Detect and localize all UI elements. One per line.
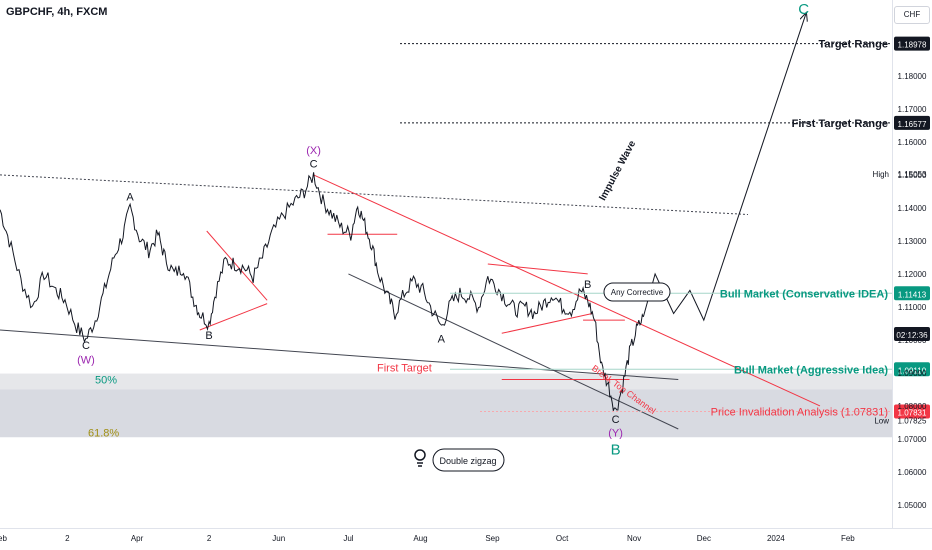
lightbulb-icon xyxy=(414,449,426,461)
price-badge-text-3: 1.11413 xyxy=(898,290,927,299)
y-tick-11: 1.16000 xyxy=(898,138,927,147)
formation-line-0 xyxy=(199,303,268,331)
fib-zone-50 xyxy=(0,373,892,390)
high-value: 1.15053 xyxy=(898,170,927,179)
projection-path xyxy=(642,13,806,322)
trendline-lower-channel xyxy=(0,329,679,380)
wave-label-11: C xyxy=(798,1,809,18)
level-label-3: Bull Market (Conservative IDEA) xyxy=(720,288,888,300)
high-label: High xyxy=(873,170,889,179)
price-badge-5 xyxy=(894,404,930,419)
wave-label-7: B xyxy=(584,279,591,291)
trendline-red-resistance xyxy=(313,174,821,407)
fib-label-618: 61.8% xyxy=(88,427,119,439)
x-tick-2: Apr xyxy=(131,534,144,543)
y-tick-1: 1.06000 xyxy=(898,468,927,477)
currency-button[interactable]: CHF xyxy=(894,6,930,24)
wave-label-3: B xyxy=(205,330,212,342)
price-badge-3 xyxy=(894,286,930,301)
wave-label-9: (Y) xyxy=(608,427,623,439)
x-tick-9: Nov xyxy=(627,534,641,543)
formation-line-4 xyxy=(501,313,593,334)
y-tick-6: 1.11000 xyxy=(898,303,927,312)
y-tick-0: 1.05000 xyxy=(898,501,927,510)
level-label-1: First Target Range xyxy=(792,118,888,130)
y-tick-4: 1.09000 xyxy=(898,369,927,378)
x-tick-8: Oct xyxy=(556,534,569,543)
price-badge-0 xyxy=(894,36,930,51)
double-zigzag-box xyxy=(432,448,505,472)
level-label-5: Price Invalidation Analysis (1.07831) xyxy=(711,406,888,418)
price-levels: Target Range First Target Range High Bull M… xyxy=(400,39,892,426)
y-tick-5: 1.10000 xyxy=(898,336,927,345)
price-badge-text-4: 1.09110 xyxy=(898,366,927,375)
wave-label-1: (W) xyxy=(77,355,95,367)
any-corrective-box xyxy=(603,282,671,302)
y-tick-13: 1.18000 xyxy=(898,72,927,81)
price-axis: 1.18978 1.16577 1.15053 1.11413 1.09110 1.078… xyxy=(894,36,930,510)
level-label-4: Bull Market (Aggressive Idea) xyxy=(734,364,888,376)
wave-label-6: A xyxy=(438,333,446,345)
x-tick-5: Jul xyxy=(343,534,353,543)
price-line xyxy=(0,172,644,413)
trendline-upper-channel xyxy=(0,174,749,215)
formation-line-1 xyxy=(206,230,268,301)
low-value: 1.07825 xyxy=(898,417,927,426)
wave-label-2: A xyxy=(126,191,134,203)
price-badge-4 xyxy=(894,362,930,377)
level-label-0: Target Range xyxy=(819,39,888,51)
low-label: Low xyxy=(874,417,889,426)
formation-line-3 xyxy=(487,263,588,275)
wave-label-10: B xyxy=(611,441,621,458)
y-tick-12: 1.17000 xyxy=(898,105,927,114)
time-axis: Feb 2 Apr 2 Jun Jul Aug Sep Oct Nov Dec 2024 Feb xyxy=(0,534,855,543)
fib-zone: 50% 61.8% xyxy=(0,373,892,439)
fib-label-50: 50% xyxy=(95,375,117,387)
price-badge-text-0: 1.18978 xyxy=(898,41,927,50)
impulse-wave-label: Impulse Wave xyxy=(597,139,638,203)
trendlines xyxy=(0,174,821,430)
countdown-badge xyxy=(894,326,930,341)
wave-label-5: C xyxy=(310,158,318,170)
x-tick-11: 2024 xyxy=(767,534,785,543)
trendline-inner-channel xyxy=(348,273,679,430)
y-tick-10: 1.15000 xyxy=(898,171,927,180)
time-axis-divider xyxy=(0,528,932,529)
y-tick-8: 1.13000 xyxy=(898,237,927,246)
first-target-label: First Target xyxy=(377,362,432,374)
price-badge-text-5: 1.07831 xyxy=(898,408,927,417)
y-tick-2: 1.07000 xyxy=(898,435,927,444)
wave-label-0: C xyxy=(82,340,90,352)
x-tick-0: Feb xyxy=(0,534,7,543)
x-tick-7: Sep xyxy=(485,534,500,543)
x-tick-6: Aug xyxy=(413,534,427,543)
x-tick-4: Jun xyxy=(272,534,285,543)
wave-label-4: (X) xyxy=(306,145,321,157)
double-zigzag-label: Double zigzag xyxy=(439,456,496,466)
y-tick-3: 1.08000 xyxy=(898,402,927,411)
price-axis-divider xyxy=(892,0,893,528)
any-corrective-label: Any Corrective xyxy=(611,288,664,297)
fib-zone-618 xyxy=(0,389,892,438)
price-series xyxy=(0,172,644,413)
x-tick-1: 2 xyxy=(65,534,70,543)
symbol-title: GBPCHF, 4h, FXCM xyxy=(6,6,108,18)
price-badge-text-1: 1.16577 xyxy=(898,120,927,129)
x-tick-12: Feb xyxy=(841,534,855,543)
x-tick-10: Dec xyxy=(697,534,711,543)
y-tick-9: 1.14000 xyxy=(898,204,927,213)
countdown-text: 02:12:36 xyxy=(896,331,928,340)
wave-label-8: C xyxy=(612,414,620,426)
y-tick-7: 1.12000 xyxy=(898,270,927,279)
price-badge-1 xyxy=(894,115,930,130)
x-tick-3: 2 xyxy=(207,534,212,543)
projection xyxy=(642,13,806,322)
